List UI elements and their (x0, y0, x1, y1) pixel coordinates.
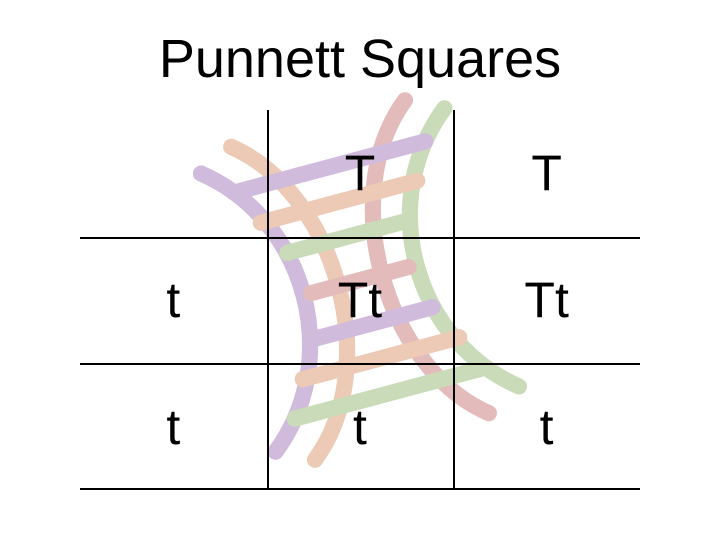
page-title: Punnett Squares (0, 28, 720, 90)
slide: Punnett Squares T (0, 0, 720, 540)
cell-header-blank (80, 110, 267, 237)
cell-top-allele-1: T (267, 110, 454, 237)
cell-left-allele-2: t (80, 363, 267, 490)
grid-cells: T T t Tt Tt t t t (80, 110, 640, 490)
punnett-grid: T T t Tt Tt t t t (80, 110, 640, 490)
cell-r1c1: Tt (267, 237, 454, 364)
cell-r1c2: Tt (453, 237, 640, 364)
cell-r2c1: t (267, 363, 454, 490)
cell-left-allele-1: t (80, 237, 267, 364)
cell-top-allele-2: T (453, 110, 640, 237)
cell-r2c2: t (453, 363, 640, 490)
